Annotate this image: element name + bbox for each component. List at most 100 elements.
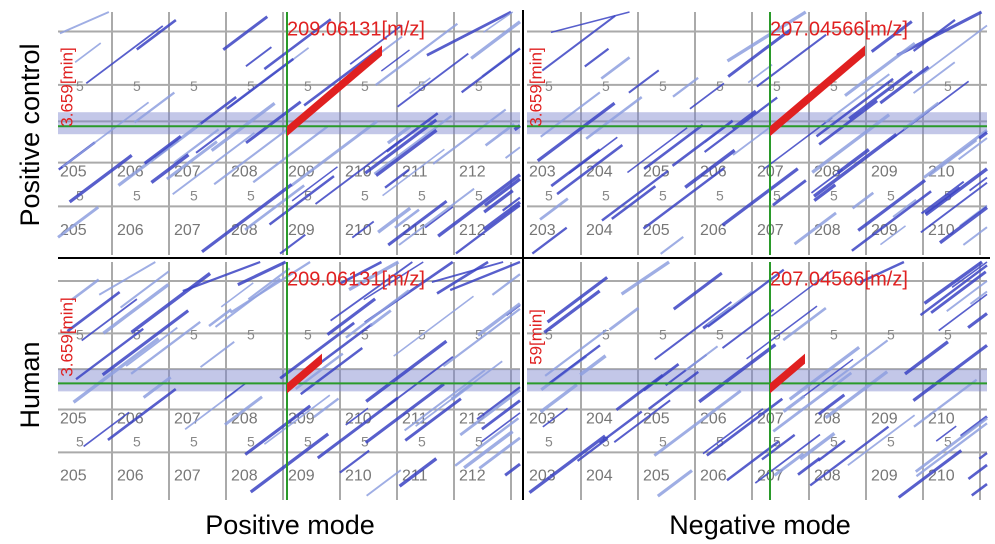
streak — [824, 370, 889, 420]
streak — [672, 271, 723, 311]
streak — [70, 278, 100, 301]
axis-label: 5 — [887, 187, 895, 203]
streak — [330, 261, 413, 322]
streak — [978, 131, 988, 140]
axis-label: 204 — [586, 222, 613, 239]
streak — [491, 273, 521, 296]
streak — [818, 99, 879, 146]
target-streak — [287, 45, 382, 137]
axis-label: 210 — [928, 467, 955, 484]
streak — [483, 11, 514, 33]
streak — [897, 449, 963, 499]
streak — [57, 205, 100, 239]
streak — [754, 433, 821, 484]
streak — [455, 204, 521, 255]
streak — [182, 260, 261, 293]
panel: 2052052062062072072082082092092102102112… — [57, 10, 522, 255]
axis-label: 5 — [716, 187, 724, 203]
streak — [237, 260, 287, 287]
axis-label: 205 — [643, 467, 670, 484]
axis-label: 207 — [174, 222, 201, 239]
streak — [613, 399, 671, 443]
streak — [689, 82, 725, 110]
time-label: 3.659[min] — [526, 47, 545, 126]
streak — [543, 289, 601, 334]
axis-label: 5 — [887, 434, 895, 450]
streak — [263, 394, 331, 445]
row-label: Human — [15, 341, 45, 428]
axis-label: 5 — [944, 326, 952, 342]
streak — [476, 302, 521, 337]
streak — [928, 139, 978, 177]
streak — [812, 133, 898, 198]
streak — [226, 57, 295, 110]
streak — [387, 199, 448, 247]
streak — [173, 128, 220, 164]
streak — [252, 125, 329, 184]
streak — [851, 191, 875, 210]
streak — [746, 305, 818, 360]
axis-label: 206 — [117, 410, 144, 427]
streak — [431, 261, 504, 283]
axis-label: 5 — [659, 187, 667, 203]
streak — [365, 339, 448, 403]
axis-label: 5 — [773, 187, 781, 203]
axis-label: 203 — [529, 410, 556, 427]
axis-label: 212 — [459, 222, 486, 239]
streak — [656, 469, 693, 498]
streak-band — [527, 369, 987, 392]
axis-label: 208 — [814, 467, 841, 484]
axis-label: 209 — [871, 222, 898, 239]
streak — [685, 345, 719, 371]
mz-label: 209.06131[m/z] — [287, 268, 425, 290]
streak — [385, 112, 439, 153]
streak — [761, 433, 796, 461]
panel-bg — [527, 262, 987, 500]
axis-label: 208 — [814, 222, 841, 239]
streak — [540, 91, 601, 138]
streak — [81, 298, 138, 342]
axis-label: 209 — [871, 164, 898, 181]
streak — [707, 268, 785, 328]
axis-label: 209 — [288, 164, 315, 181]
axis-label: 5 — [76, 434, 84, 450]
streak — [75, 327, 144, 381]
axis-label: 205 — [643, 164, 670, 181]
streak — [364, 382, 445, 444]
axis-label: 5 — [545, 434, 553, 450]
axis-label: 210 — [345, 222, 372, 239]
streak — [220, 282, 254, 308]
axis-label: 5 — [887, 326, 895, 342]
streak — [921, 24, 988, 76]
streak — [967, 312, 988, 329]
axis-label: 207 — [174, 410, 201, 427]
streak — [611, 185, 657, 220]
axis-label: 5 — [830, 78, 838, 94]
target-streak — [770, 45, 865, 137]
streak — [788, 345, 861, 401]
axis-label: 5 — [247, 434, 255, 450]
streak — [836, 148, 870, 175]
streak — [584, 47, 610, 68]
time-label: 59[min] — [526, 309, 545, 365]
streak — [799, 432, 836, 461]
time-label: 3.659[min] — [57, 297, 76, 376]
streak — [967, 463, 988, 480]
streak — [384, 168, 410, 189]
streak — [326, 297, 377, 336]
streak — [626, 127, 688, 174]
streak — [340, 260, 383, 285]
streak — [653, 389, 742, 457]
streak — [892, 198, 917, 218]
streak — [201, 183, 293, 254]
streak — [896, 10, 983, 57]
axis-label: 5 — [659, 78, 667, 94]
axis-label: 5 — [545, 78, 553, 94]
streak — [671, 119, 734, 167]
streak — [349, 24, 403, 65]
axis-label: 206 — [700, 467, 727, 484]
streak — [642, 166, 726, 230]
streak — [721, 308, 775, 349]
streak — [436, 260, 489, 295]
streak — [793, 211, 837, 246]
